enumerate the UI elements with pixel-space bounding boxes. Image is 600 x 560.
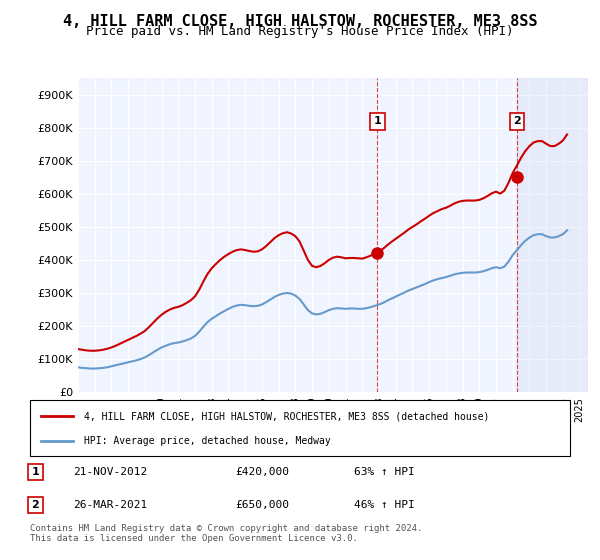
Text: HPI: Average price, detached house, Medway: HPI: Average price, detached house, Medw… bbox=[84, 436, 331, 446]
Text: 4, HILL FARM CLOSE, HIGH HALSTOW, ROCHESTER, ME3 8SS (detached house): 4, HILL FARM CLOSE, HIGH HALSTOW, ROCHES… bbox=[84, 411, 490, 421]
Text: 1: 1 bbox=[32, 467, 39, 477]
Text: £420,000: £420,000 bbox=[235, 467, 289, 477]
Text: Contains HM Land Registry data © Crown copyright and database right 2024.
This d: Contains HM Land Registry data © Crown c… bbox=[30, 524, 422, 543]
Text: £650,000: £650,000 bbox=[235, 500, 289, 510]
Bar bbox=[517, 78, 588, 392]
Text: 2: 2 bbox=[513, 116, 521, 127]
Text: Price paid vs. HM Land Registry's House Price Index (HPI): Price paid vs. HM Land Registry's House … bbox=[86, 25, 514, 38]
Text: 46% ↑ HPI: 46% ↑ HPI bbox=[354, 500, 415, 510]
Text: 26-MAR-2021: 26-MAR-2021 bbox=[73, 500, 148, 510]
Text: 21-NOV-2012: 21-NOV-2012 bbox=[73, 467, 148, 477]
Text: 63% ↑ HPI: 63% ↑ HPI bbox=[354, 467, 415, 477]
Text: 1: 1 bbox=[373, 116, 381, 127]
Text: 2: 2 bbox=[32, 500, 39, 510]
FancyBboxPatch shape bbox=[30, 400, 570, 456]
Text: 4, HILL FARM CLOSE, HIGH HALSTOW, ROCHESTER, ME3 8SS: 4, HILL FARM CLOSE, HIGH HALSTOW, ROCHES… bbox=[63, 14, 537, 29]
